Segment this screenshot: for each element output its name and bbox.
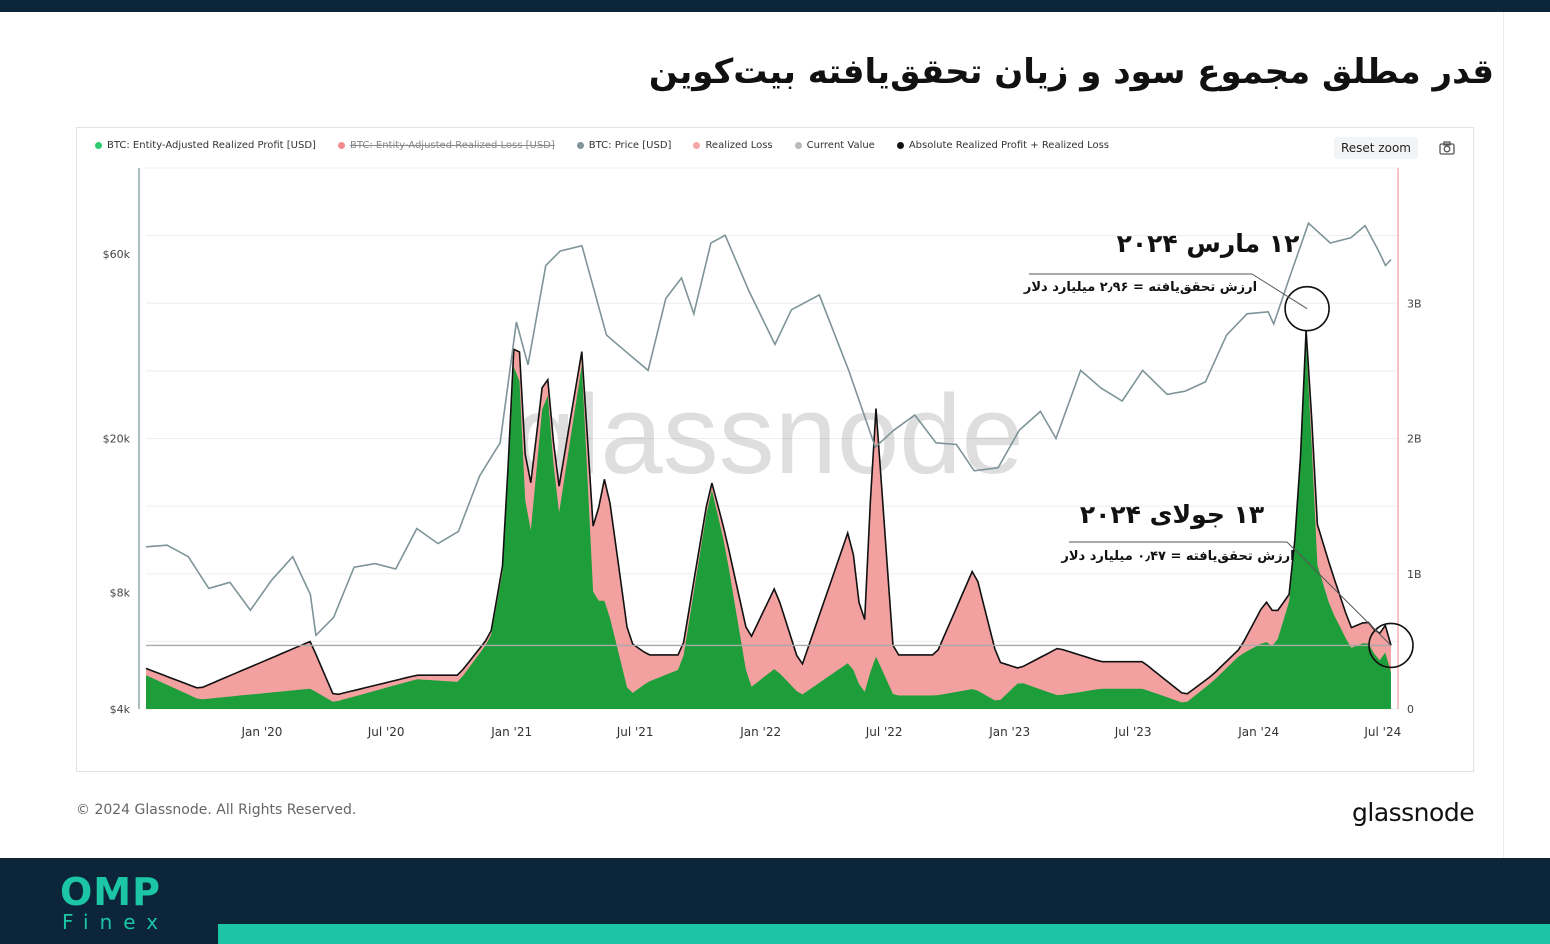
x-tick-label: Jul '23 <box>1114 725 1152 739</box>
annotation-circle <box>1284 285 1330 332</box>
glassnode-logo: glassnode <box>1352 798 1475 827</box>
page-edge-line <box>1503 12 1504 858</box>
annotation-leader <box>1251 273 1308 310</box>
copyright-text: © 2024 Glassnode. All Rights Reserved. <box>76 802 357 818</box>
x-tick-label: Jan '24 <box>1237 725 1279 739</box>
x-tick-label: Jan '20 <box>241 725 283 739</box>
y-left-tick-label: $20k <box>103 433 131 446</box>
legend-label: BTC: Entity-Adjusted Realized Profit [US… <box>107 139 316 151</box>
legend-label: Realized Loss <box>705 139 773 151</box>
legend-dot-icon <box>95 141 102 149</box>
y-right-tick-label: 0 <box>1407 703 1414 716</box>
realized-profit-area <box>146 343 1391 709</box>
legend-label: Absolute Realized Profit + Realized Loss <box>908 139 1110 151</box>
legend-item[interactable]: Realized Loss <box>693 136 773 154</box>
price-line <box>145 221 1392 638</box>
footer-bar: OMP Finex <box>0 858 1550 944</box>
finex-logo: Finex <box>62 910 170 934</box>
watermark: glassnode <box>513 372 1024 497</box>
x-tick-label: Jul '20 <box>367 725 405 739</box>
legend-dot-icon <box>896 141 904 149</box>
annotation-circle <box>1368 622 1414 669</box>
y-left-tick-label: $60k <box>103 248 131 261</box>
reset-zoom-button[interactable]: Reset zoom <box>1334 137 1418 159</box>
y-right-tick-label: 2B <box>1407 433 1422 446</box>
legend-dot-icon <box>337 141 345 149</box>
x-tick-label: Jan '22 <box>739 725 781 739</box>
total-line <box>145 330 1392 696</box>
y-left-tick-label: $4k <box>110 703 131 716</box>
annotation-detail: ارزش تحقق‌یافته = ۰٫۴۷ میلیارد دلار <box>1060 549 1294 564</box>
legend-label: BTC: Price [USD] <box>588 139 672 151</box>
legend-label: Current Value <box>806 139 875 151</box>
y-right-tick-label: 3B <box>1407 297 1422 310</box>
chart-panel: glassnode $4k $8k $20k $60k 0 1B 2B 3B Jan '20 Jul… <box>76 127 1474 772</box>
legend-item[interactable]: Current Value <box>794 136 875 154</box>
legend-item[interactable]: Absolute Realized Profit + Realized Loss <box>896 136 1110 154</box>
annotation-leader <box>1286 541 1392 646</box>
legend-dot-icon <box>794 141 802 149</box>
chart-canvas[interactable]: glassnode $4k $8k $20k $60k 0 1B 2B 3B Jan '20 Jul… <box>77 128 1473 771</box>
top-bar <box>0 0 1550 12</box>
y-left-tick-label: $8k <box>110 587 131 600</box>
page-title: قدر مطلق مجموع سود و زیان تحقق‌یافته بیت… <box>648 52 1494 92</box>
x-tick-label: Jan '23 <box>988 725 1030 739</box>
legend-item[interactable]: BTC: Entity-Adjusted Realized Profit [US… <box>95 136 316 154</box>
annotation-date: ۱۲ مارس ۲۰۲۴ <box>1117 229 1300 258</box>
legend-dot-icon <box>693 141 701 149</box>
legend-dot-icon <box>576 141 584 149</box>
camera-icon[interactable] <box>1436 139 1458 157</box>
annotation-detail: ارزش تحقق‌یافته = ۲٫۹۶ میلیارد دلار <box>1023 280 1257 295</box>
legend-label: BTC: Entity-Adjusted Realized Loss [USD] <box>349 139 555 151</box>
x-tick-label: Jan '21 <box>490 725 532 739</box>
x-tick-label: Jul '21 <box>616 725 654 739</box>
omp-logo: OMP <box>60 870 161 914</box>
y-right-tick-label: 1B <box>1407 568 1422 581</box>
annotation-date: ۱۳ جولای ۲۰۲۴ <box>1080 500 1264 530</box>
legend-item[interactable]: BTC: Price [USD] <box>576 136 672 154</box>
x-tick-label: Jul '24 <box>1363 725 1401 739</box>
footer-accent-stripe <box>218 924 1550 944</box>
chart-legend: BTC: Entity-Adjusted Realized Profit [US… <box>95 136 1109 154</box>
x-tick-label: Jul '22 <box>865 725 903 739</box>
legend-item[interactable]: BTC: Entity-Adjusted Realized Loss [USD] <box>337 136 555 154</box>
